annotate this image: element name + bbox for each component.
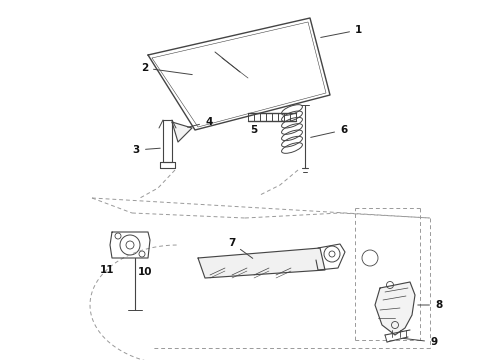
Text: 4: 4 [188, 117, 212, 127]
Polygon shape [172, 122, 192, 142]
Text: 3: 3 [133, 145, 160, 155]
Text: 5: 5 [250, 125, 257, 135]
Text: 11: 11 [100, 265, 115, 275]
Text: 7: 7 [228, 238, 253, 258]
Polygon shape [198, 248, 325, 278]
Text: 2: 2 [141, 63, 192, 75]
Text: 8: 8 [418, 300, 442, 310]
Text: 10: 10 [138, 267, 152, 277]
Text: 6: 6 [311, 125, 347, 138]
Text: 9: 9 [403, 337, 437, 347]
Polygon shape [375, 282, 415, 335]
Text: 1: 1 [321, 25, 362, 37]
